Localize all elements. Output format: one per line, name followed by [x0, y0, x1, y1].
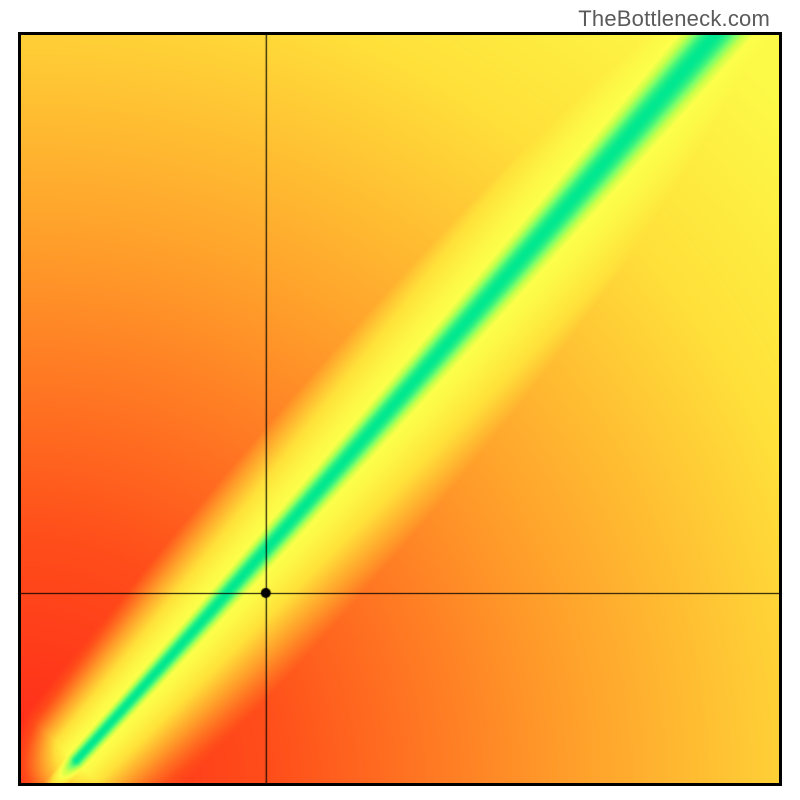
heatmap-plot	[18, 32, 782, 786]
watermark-text: TheBottleneck.com	[578, 6, 770, 32]
